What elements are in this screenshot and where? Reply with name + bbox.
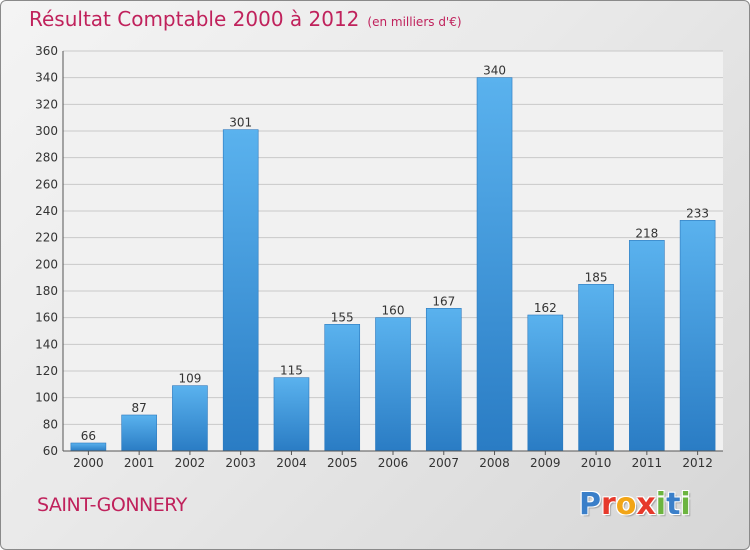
y-tick-label: 200: [35, 257, 58, 271]
x-tick-label: 2008: [479, 456, 510, 470]
x-tick-label: 2012: [682, 456, 713, 470]
x-tick-label: 2006: [378, 456, 409, 470]
bar-2001: [121, 414, 157, 452]
y-tick-label: 100: [35, 391, 58, 405]
y-tick-label: 180: [35, 284, 58, 298]
y-tick-label: 120: [35, 364, 58, 378]
bars: 66 87 109 301 115 155 160 167 340 162 185 218 233: [70, 64, 716, 452]
bar-chart: 66 87 109 301 115 155 160 167 340 162 185 218 233 60…: [35, 44, 723, 470]
bar-value-label: 115: [280, 364, 303, 378]
y-tick-label: 260: [35, 177, 58, 191]
bar-value-label: 233: [686, 206, 709, 220]
y-tick-label: 140: [35, 337, 58, 351]
y-tick-label: 320: [35, 97, 58, 111]
x-tick-label: 2010: [581, 456, 612, 470]
x-tick-label: 2000: [73, 456, 104, 470]
bar-value-label: 109: [178, 372, 201, 386]
bar-value-label: 185: [585, 270, 608, 284]
place-name: SAINT-GONNERY: [37, 494, 187, 516]
bar-2007: [425, 308, 462, 452]
bar-2008: [476, 77, 513, 452]
x-tick-label: 2002: [175, 456, 206, 470]
y-tick-label: 340: [35, 71, 58, 85]
bar-2000: [70, 442, 107, 452]
bar-value-label: 218: [635, 226, 658, 240]
y-tick-label: 80: [43, 417, 58, 431]
x-tick-label: 2001: [124, 456, 155, 470]
bar-2004: [273, 377, 310, 452]
y-tick-label: 300: [35, 124, 58, 138]
logo-letter: r: [601, 487, 616, 522]
logo-letter: P: [579, 487, 601, 522]
bar-2005: [324, 324, 361, 452]
x-tick-label: 2009: [530, 456, 561, 470]
bar-2003: [222, 129, 259, 452]
y-tick-label: 240: [35, 204, 58, 218]
axes: 60 80 100 120 140 160 180 200 220 240 260 280 300 320…: [35, 44, 723, 470]
bar-2009: [527, 314, 564, 452]
y-tick-label: 60: [43, 444, 58, 458]
x-tick-label: 2003: [225, 456, 256, 470]
proxiti-logo: Proxiti: [579, 487, 691, 522]
x-tick-label: 2005: [327, 456, 358, 470]
bar-value-label: 155: [331, 310, 354, 324]
bar-value-label: 160: [382, 304, 405, 318]
bar-value-label: 66: [81, 429, 96, 443]
chart-title-text: Résultat Comptable 2000 à 2012: [29, 7, 360, 31]
x-tick-label: 2011: [632, 456, 663, 470]
chart-title: Résultat Comptable 2000 à 2012 (en millie…: [29, 7, 462, 31]
y-tick-label: 280: [35, 151, 58, 165]
y-tick-label: 220: [35, 231, 58, 245]
bar-2010: [578, 284, 614, 452]
bar-value-label: 162: [534, 301, 557, 315]
bar-2006: [375, 317, 411, 452]
y-tick-label: 360: [35, 44, 58, 58]
bar-value-label: 301: [229, 116, 252, 130]
logo-letter: i: [680, 487, 691, 522]
bar-2011: [629, 240, 665, 452]
logo-letter: o: [615, 487, 637, 522]
bar-value-label: 167: [432, 294, 455, 308]
x-tick-label: 2007: [428, 456, 459, 470]
y-tick-label: 160: [35, 311, 58, 325]
logo-letter: i: [655, 487, 667, 522]
bar-2012: [679, 220, 716, 452]
bar-value-label: 340: [483, 64, 506, 78]
logo-letter: x: [636, 487, 656, 522]
chart-subtitle: (en milliers d'€): [367, 15, 462, 29]
x-tick-label: 2004: [276, 456, 307, 470]
logo-letter: t: [666, 487, 681, 522]
bar-2002: [172, 385, 208, 452]
bar-value-label: 87: [132, 401, 147, 415]
